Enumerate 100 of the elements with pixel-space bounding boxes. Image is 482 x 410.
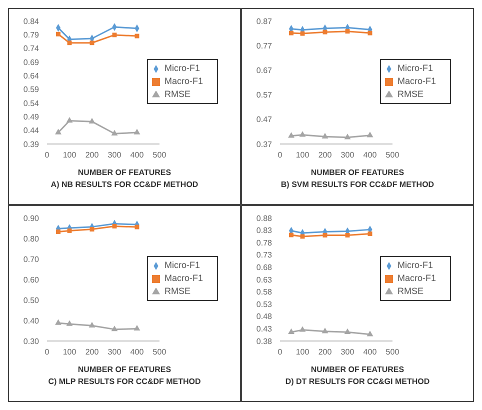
y-tick-label: 0.60 — [23, 275, 40, 284]
y-tick-label: 0.44 — [23, 126, 40, 136]
y-tick-label: 0.40 — [23, 316, 40, 326]
y-tick-label: 0.54 — [23, 98, 40, 108]
point — [55, 319, 62, 325]
x-tick-label: 100 — [296, 150, 310, 160]
point — [366, 132, 374, 138]
y-tick-label: 0.30 — [23, 336, 40, 346]
y-tick-label: 0.43 — [256, 324, 273, 334]
y-tick-label: 0.79 — [23, 30, 40, 40]
point — [368, 232, 372, 236]
legend-label: Macro-F1 — [164, 76, 203, 86]
point — [289, 232, 294, 238]
x-tick-label: 0 — [278, 150, 283, 160]
x-tick-label: 400 — [130, 150, 144, 160]
y-tick-label: 0.63 — [256, 275, 273, 284]
y-tick-label: 0.49 — [23, 112, 40, 122]
text: B) SVM RESULTS FOR CC&DF METHOD — [280, 180, 436, 189]
text: D) DT RESULTS FOR CC&GI METHOD — [284, 377, 431, 386]
point — [134, 224, 140, 230]
point — [322, 30, 328, 34]
y-tick-label: 0.70 — [23, 254, 40, 264]
x-tick-label: 0 — [44, 348, 50, 357]
legend-label: Micro-F1 — [164, 260, 200, 270]
y-tick-label: 0.88 — [256, 214, 273, 223]
x-tick-label: 100 — [296, 348, 310, 357]
y-tick-label: 0.37 — [256, 140, 273, 149]
point — [67, 40, 72, 46]
x-tick-label: 100 — [62, 150, 77, 160]
legend-label: Macro-F1 — [397, 273, 436, 283]
point — [112, 32, 117, 38]
point — [288, 328, 294, 334]
y-tick-label: 0.69 — [23, 58, 40, 67]
point — [134, 128, 140, 134]
point — [56, 230, 60, 234]
point — [112, 224, 117, 228]
point — [345, 29, 350, 34]
x-tick-label: 200 — [318, 150, 332, 160]
x-tick-label: 500 — [386, 348, 400, 357]
legend-label: RMSE — [397, 286, 424, 296]
x-tick-label: 500 — [152, 348, 167, 357]
point — [134, 34, 140, 38]
y-tick-label: 0.73 — [256, 250, 273, 260]
y-tick-label: 0.50 — [23, 296, 40, 305]
x-tick-label: 300 — [340, 348, 355, 357]
point — [368, 30, 372, 36]
x-tick-label: 500 — [386, 150, 400, 160]
y-tick-label: 0.47 — [256, 115, 273, 124]
point — [67, 228, 72, 233]
point — [55, 128, 62, 134]
point — [322, 328, 328, 334]
y-tick-label: 0.39 — [23, 140, 40, 149]
x-axis-title: NUMBER OF FEATURES — [76, 365, 172, 374]
y-tick-label: 0.53 — [256, 300, 273, 309]
point — [56, 32, 60, 36]
x-axis-title: NUMBER OF FEATURES — [310, 365, 406, 374]
y-tick-label: 0.87 — [256, 16, 273, 26]
legend-label: Macro-F1 — [397, 76, 436, 86]
point — [88, 322, 96, 328]
text: C) MLP RESULTS FOR CC&DF METHOD — [47, 377, 202, 386]
x-tick-label: 200 — [85, 348, 100, 357]
text: A) NB RESULTS FOR CC&DF METHOD — [50, 180, 200, 189]
x-tick-label: 200 — [318, 348, 332, 357]
x-tick-label: 400 — [363, 150, 378, 160]
point — [90, 227, 94, 232]
x-axis-title: NUMBER OF FEATURES — [76, 168, 172, 177]
y-tick-label: 0.77 — [256, 41, 273, 50]
y-tick-label: 0.48 — [256, 312, 273, 322]
point — [111, 130, 118, 136]
y-tick-label: 0.67 — [256, 66, 273, 76]
x-tick-label: 300 — [108, 150, 122, 160]
y-tick-label: 0.38 — [256, 336, 273, 346]
point — [299, 131, 306, 137]
point — [299, 326, 306, 332]
point — [289, 30, 294, 36]
legend-label: RMSE — [397, 89, 424, 99]
point — [345, 232, 350, 238]
y-tick-label: 0.78 — [256, 238, 273, 248]
point — [88, 118, 96, 124]
y-tick-label: 0.90 — [23, 214, 40, 223]
point — [300, 31, 305, 36]
point — [66, 117, 73, 123]
point — [344, 134, 351, 140]
x-tick-label: 0 — [278, 348, 283, 357]
point — [366, 330, 374, 336]
y-tick-label: 0.83 — [256, 226, 273, 236]
x-tick-label: 0 — [44, 150, 50, 160]
y-tick-label: 0.68 — [256, 263, 273, 272]
x-axis-title: NUMBER OF FEATURES — [310, 168, 406, 177]
y-tick-label: 0.80 — [23, 234, 40, 244]
legend-label: Micro-F1 — [397, 63, 433, 73]
point — [288, 132, 294, 138]
point — [111, 326, 118, 332]
x-tick-label: 200 — [85, 150, 100, 160]
legend-label: RMSE — [164, 286, 190, 296]
legend-label: Micro-F1 — [397, 260, 433, 270]
x-tick-label: 300 — [108, 348, 122, 357]
x-tick-label: 400 — [363, 348, 378, 357]
point — [90, 40, 94, 46]
y-tick-label: 0.84 — [23, 16, 40, 26]
